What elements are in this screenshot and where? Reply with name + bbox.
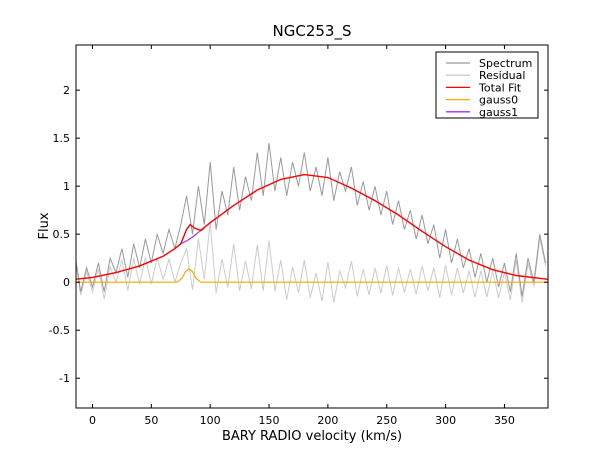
legend-label: gauss1: [479, 106, 518, 119]
x-tick-label: 100: [200, 414, 221, 427]
total-fit-line: [76, 173, 548, 280]
residual-line: [76, 221, 547, 303]
x-tick-label: 150: [259, 414, 280, 427]
plot-frame: [75, 44, 549, 409]
y-tick-label: 2: [63, 84, 70, 97]
x-tick-label: 350: [494, 414, 515, 427]
x-tick-label: 250: [376, 414, 397, 427]
gauss1-line: [180, 227, 205, 245]
legend-label: Total Fit: [478, 81, 522, 94]
gauss0-line: [76, 268, 548, 283]
y-tick-label: 0.5: [53, 228, 71, 241]
y-tick-label: -1: [59, 372, 70, 385]
y-tick-label: 1: [63, 180, 70, 193]
legend-label: gauss0: [479, 94, 518, 107]
x-tick-label: 300: [435, 414, 456, 427]
chart-title: NGC253_S: [273, 22, 352, 41]
legend-label: Residual: [479, 69, 525, 82]
x-tick-label: 0: [89, 414, 96, 427]
x-tick-label: 200: [317, 414, 338, 427]
y-tick-label: 0: [63, 276, 70, 289]
legend-label: Spectrum: [479, 57, 532, 70]
y-tick-label: -0.5: [49, 324, 70, 337]
y-tick-label: 1.5: [53, 132, 71, 145]
spectrum-line: [76, 142, 547, 297]
x-tick-label: 50: [144, 414, 158, 427]
y-axis-label: Flux: [37, 212, 52, 239]
x-axis-label: BARY RADIO velocity (km/s): [222, 429, 402, 444]
